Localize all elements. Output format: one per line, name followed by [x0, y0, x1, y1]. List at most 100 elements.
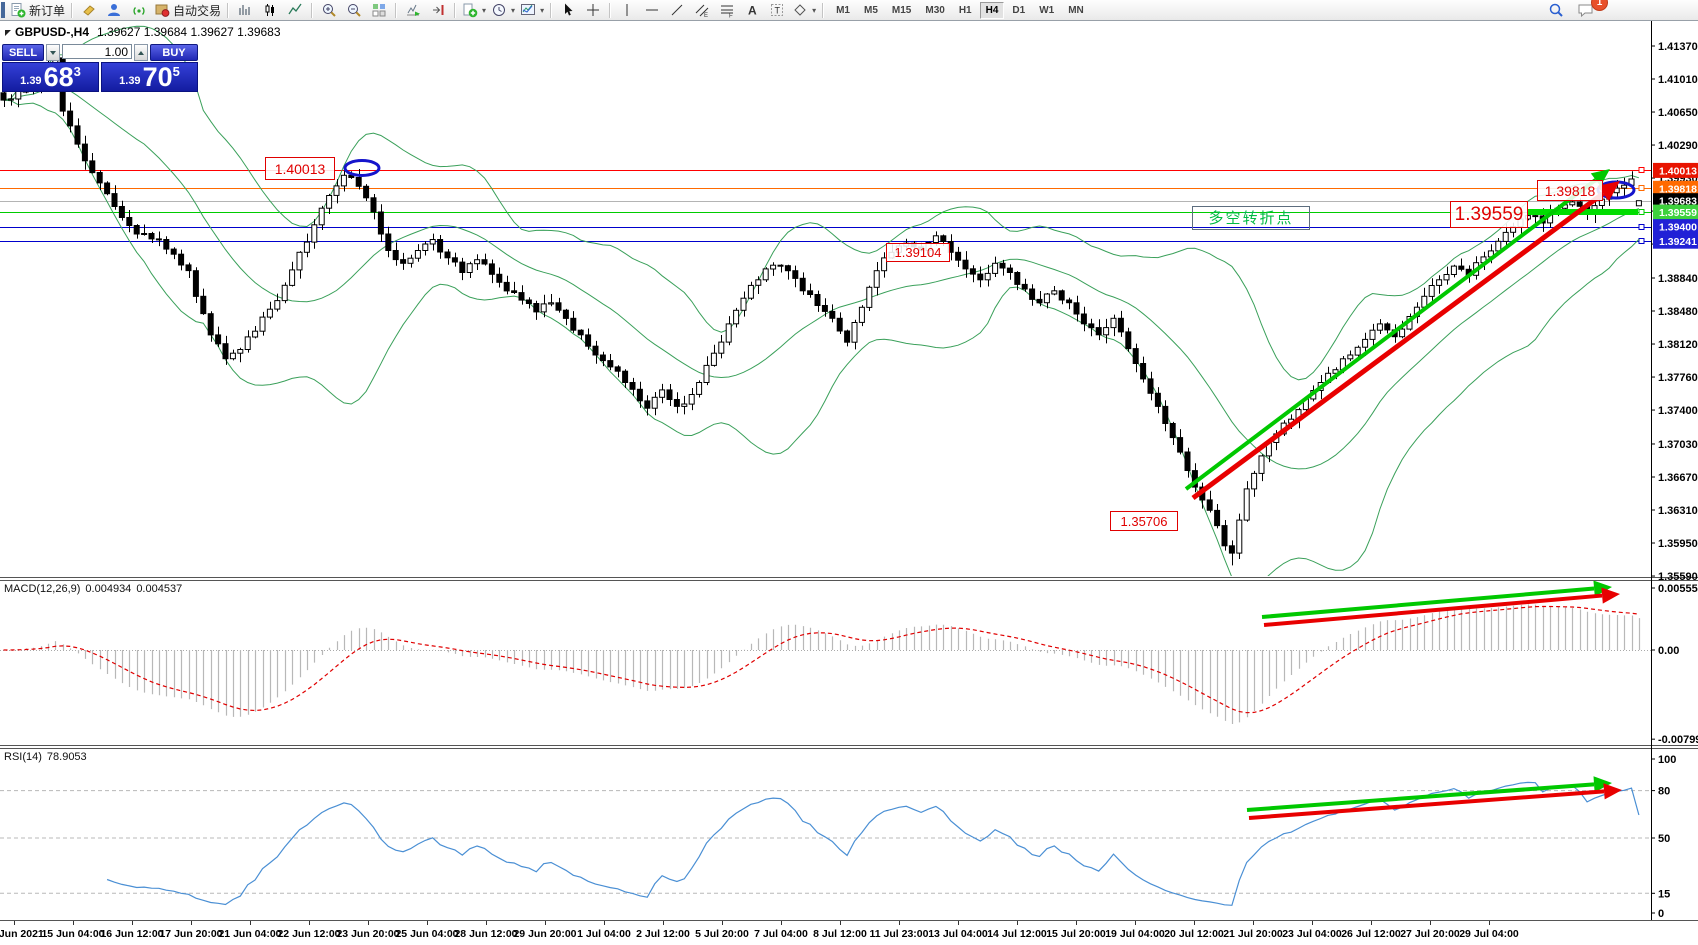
volume-decrease-button[interactable] [46, 44, 60, 61]
separator [609, 2, 612, 18]
horizontal-line-tool-button[interactable] [640, 1, 664, 19]
shapes-tool-button[interactable]: ▾ [790, 1, 818, 19]
axis-label: 29 Jul 04:00 [1459, 928, 1519, 940]
svg-text:F: F [729, 14, 733, 19]
axis-label: 1.38840 [1658, 273, 1698, 285]
price-label-1-39559[interactable]: 1.39559 [1450, 201, 1528, 228]
svg-text:T: T [775, 6, 781, 16]
turning-point-label[interactable]: 多空转折点 [1192, 206, 1310, 230]
trend-arrow-head [1601, 587, 1620, 604]
trend-arrow-head [1603, 783, 1622, 800]
template-button[interactable]: ▾ [518, 1, 546, 19]
auto-trading-icon [155, 4, 170, 17]
sell-price-main: 68 [43, 62, 74, 92]
new-order-icon [11, 3, 26, 18]
fibonacci-tool-button[interactable]: F [715, 1, 739, 19]
ellipse-annotation[interactable] [343, 159, 381, 177]
sell-price[interactable]: 1.39 68 3 [2, 62, 99, 92]
search-button[interactable] [1544, 1, 1568, 19]
axis-label: 1.35590 [1658, 571, 1698, 583]
profile-button[interactable] [102, 1, 126, 19]
line-chart-mode-button[interactable] [283, 1, 307, 19]
axis-label: 19 Jul 04:00 [1105, 928, 1165, 940]
tile-windows-button[interactable] [367, 1, 391, 19]
label-tool-button[interactable]: T [765, 1, 789, 19]
trendline-tool-button[interactable] [665, 1, 689, 19]
price-label-1-35706[interactable]: 1.35706 [1110, 511, 1178, 531]
volume-input[interactable] [62, 44, 132, 59]
trend-arrow[interactable] [1191, 191, 1605, 501]
fibonacci-icon: F [721, 5, 734, 19]
cursor-tool-button[interactable] [556, 1, 580, 19]
period-button[interactable]: ▾ [489, 1, 517, 19]
timeframe-m1[interactable]: M1 [836, 4, 850, 16]
axis-label: 1.36310 [1658, 505, 1698, 517]
axis-label: 21 Jun 04:00 [218, 928, 281, 940]
crosshair-tool-button[interactable] [581, 1, 605, 19]
price-label-1-39818[interactable]: 1.39818 [1537, 180, 1603, 201]
add-indicator-button[interactable]: ▾ [460, 1, 488, 19]
channel-tool-button[interactable]: E [690, 1, 714, 19]
axis-label: 26 Jul 12:00 [1341, 928, 1401, 940]
axis-label: 5 Jul 20:00 [695, 928, 749, 940]
timeframe-w1[interactable]: W1 [1039, 4, 1055, 16]
signals-button[interactable] [127, 1, 151, 19]
support-highlight[interactable] [1528, 209, 1638, 215]
auto-trading-button[interactable]: 自动交易 [152, 1, 223, 19]
volume-increase-button[interactable] [134, 44, 148, 61]
buy-price-sup: 5 [172, 64, 180, 79]
buy-price[interactable]: 1.39 70 5 [101, 62, 198, 92]
separator [395, 2, 398, 18]
chart-marker-icon [5, 30, 11, 36]
vertical-line-tool-button[interactable] [615, 1, 639, 19]
bar-chart-mode-button[interactable] [233, 1, 257, 19]
trend-arrow[interactable] [1184, 178, 1597, 491]
text-tool-button[interactable]: A [740, 1, 764, 19]
zoom-out-button[interactable] [342, 1, 366, 19]
auto-scroll-button[interactable] [401, 1, 425, 19]
timeframe-m15[interactable]: M15 [891, 4, 912, 16]
symbol-info: GBPUSD-,H4 1.39627 1.39684 1.39627 1.3968… [5, 25, 281, 39]
price-label-1-39104[interactable]: 1.39104 [886, 243, 950, 262]
axis-label: 1.37760 [1658, 372, 1698, 384]
price-label-1-40013[interactable]: 1.40013 [265, 157, 335, 180]
bar-chart-icon [239, 5, 250, 15]
timeframe-d1[interactable]: D1 [1012, 4, 1026, 16]
axis-label: 0.005556 [1658, 583, 1698, 595]
new-order-button[interactable]: 新订单 [8, 1, 67, 19]
timeframe-h1[interactable]: H1 [958, 4, 972, 16]
chat-button[interactable]: 1 [1574, 0, 1608, 19]
highlight-tool-button[interactable] [77, 1, 101, 19]
trend-arrow[interactable] [1246, 782, 1595, 812]
axis-label: 11 Jul 23:00 [870, 928, 929, 940]
axis-label: 100 [1658, 754, 1676, 766]
horizontal-levels[interactable] [0, 167, 1651, 244]
trend-arrow-head [1593, 776, 1612, 793]
timeframe-mn[interactable]: MN [1068, 4, 1084, 16]
person-icon [108, 4, 121, 16]
drawn-objects-layer[interactable] [343, 159, 1638, 820]
axis-label: 20 Jul 12:00 [1164, 928, 1224, 940]
axis-label: 0 [1658, 908, 1664, 920]
trend-arrow[interactable] [1248, 789, 1605, 820]
chart-shift-button[interactable] [426, 1, 450, 19]
chevron-down-icon: ▾ [812, 5, 817, 15]
price-chip [1653, 162, 1698, 178]
trend-arrow[interactable] [1261, 586, 1595, 619]
sell-button[interactable]: SELL [2, 44, 44, 61]
timeframe-h4[interactable]: H4 [979, 1, 1005, 19]
trend-arrow[interactable] [1263, 593, 1603, 627]
axis-label: 8 Jul 12:00 [813, 928, 867, 940]
axis-label: 2 Jul 12:00 [636, 928, 690, 940]
axis-label: 15 Jul 20:00 [1046, 928, 1106, 940]
candlestick-mode-button[interactable] [258, 1, 282, 19]
axis-label: 23 Jul 04:00 [1282, 928, 1342, 940]
buy-button[interactable]: BUY [150, 44, 198, 61]
zoom-in-button[interactable] [317, 1, 341, 19]
timeframe-m5[interactable]: M5 [864, 4, 878, 16]
zoom-in-icon [323, 4, 336, 17]
timeframe-m30[interactable]: M30 [925, 4, 945, 16]
sell-price-sup: 3 [73, 64, 81, 79]
